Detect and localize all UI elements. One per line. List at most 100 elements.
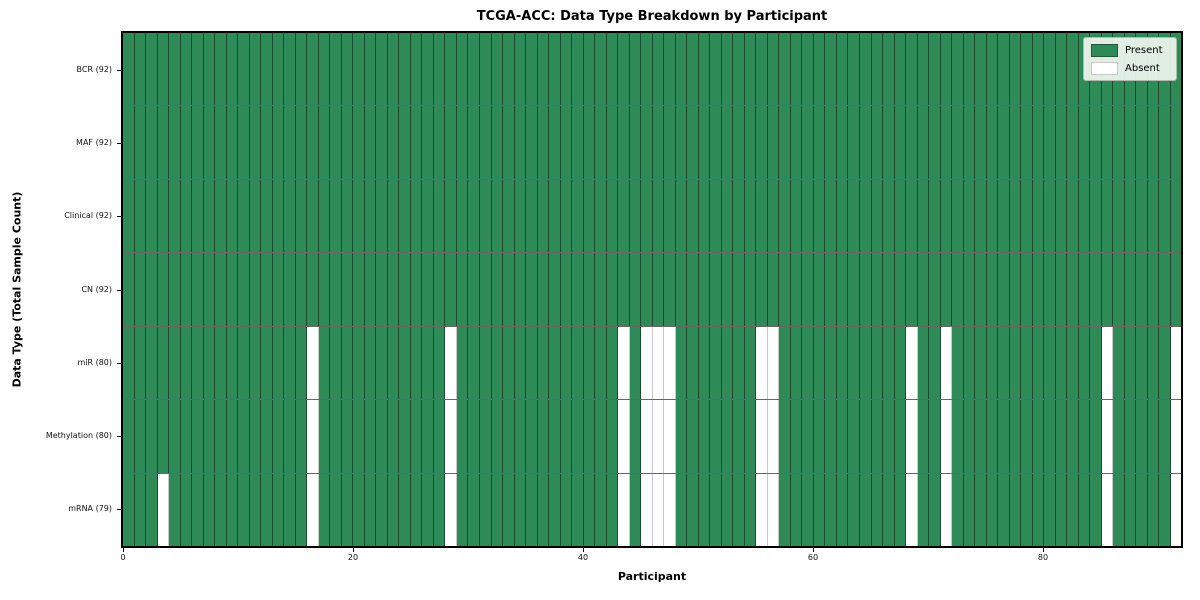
absent-cell	[1101, 326, 1114, 400]
present-cell	[595, 473, 607, 546]
present-cell	[238, 400, 250, 473]
present-cell	[399, 326, 411, 400]
present-cell	[675, 33, 688, 106]
present-cell	[503, 106, 515, 179]
present-cell	[353, 33, 365, 106]
present-cell	[503, 253, 515, 326]
present-cell	[123, 179, 135, 253]
x-tick-mark	[353, 548, 354, 552]
present-cell	[710, 33, 722, 106]
absent-cell	[652, 473, 665, 546]
present-cell	[848, 33, 860, 106]
present-cell	[307, 33, 319, 106]
present-cell	[606, 326, 619, 400]
present-cell	[134, 33, 147, 106]
present-cell	[549, 400, 561, 473]
absent-cell	[767, 473, 780, 546]
present-cell	[871, 33, 884, 106]
present-cell	[1044, 400, 1056, 473]
present-cell	[180, 473, 193, 546]
present-cell	[1067, 473, 1079, 546]
present-cell	[606, 106, 619, 179]
absent-cell	[652, 326, 665, 400]
present-cell	[364, 106, 377, 179]
present-cell	[986, 179, 999, 253]
present-cell	[157, 400, 170, 473]
present-cell	[295, 179, 308, 253]
present-cell	[929, 179, 941, 253]
present-cell	[618, 106, 630, 179]
absent-cell	[1170, 400, 1182, 473]
absent-cell	[445, 326, 457, 400]
present-cell	[675, 253, 688, 326]
present-cell	[203, 326, 216, 400]
present-cell	[779, 326, 791, 400]
present-cell	[618, 179, 630, 253]
present-cell	[318, 179, 331, 253]
y-tick-mark	[117, 362, 121, 364]
present-cell	[284, 33, 296, 106]
present-cell	[330, 400, 342, 473]
y-tick-label-cn: CN (92)	[81, 284, 112, 294]
present-cell	[952, 179, 964, 253]
present-cell	[169, 179, 181, 253]
present-cell	[399, 106, 411, 179]
present-cell	[629, 400, 642, 473]
present-cell	[940, 253, 953, 326]
present-cell	[226, 253, 239, 326]
present-cell	[572, 253, 584, 326]
absent-cell	[906, 473, 918, 546]
present-cell	[813, 33, 826, 106]
present-cell	[595, 106, 607, 179]
present-cell	[318, 33, 331, 106]
present-cell	[963, 400, 976, 473]
present-cell	[825, 253, 837, 326]
present-cell	[261, 106, 273, 179]
y-tick-mark	[117, 509, 121, 511]
present-cell	[399, 253, 411, 326]
present-cell	[295, 106, 308, 179]
present-cell	[940, 179, 953, 253]
absent-cell	[618, 326, 630, 400]
present-cell	[134, 106, 147, 179]
present-cell	[468, 179, 480, 253]
present-cell	[387, 179, 400, 253]
present-cell	[825, 179, 837, 253]
y-tick-label-maf: MAF (92)	[76, 137, 112, 147]
heatmap-row-bcr	[123, 33, 1182, 106]
present-cell	[514, 33, 527, 106]
present-cell	[1113, 106, 1125, 179]
present-cell	[537, 473, 550, 546]
present-cell	[1113, 179, 1125, 253]
present-cell	[123, 253, 135, 326]
present-cell	[456, 473, 469, 546]
present-cell	[399, 473, 411, 546]
absent-cell	[157, 473, 170, 546]
present-cell	[410, 33, 423, 106]
present-cell	[687, 106, 699, 179]
present-cell	[860, 33, 872, 106]
present-cell	[456, 400, 469, 473]
present-cell	[1055, 179, 1068, 253]
present-cell	[894, 33, 907, 106]
present-cell	[721, 400, 734, 473]
present-cell	[572, 33, 584, 106]
present-cell	[1067, 400, 1079, 473]
present-cell	[583, 179, 596, 253]
present-cell	[215, 33, 227, 106]
present-cell	[1032, 33, 1045, 106]
present-cell	[284, 253, 296, 326]
present-cell	[606, 473, 619, 546]
present-cell	[284, 106, 296, 179]
present-cell	[387, 326, 400, 400]
present-cell	[410, 253, 423, 326]
present-cell	[422, 473, 434, 546]
present-cell	[744, 253, 757, 326]
present-cell	[710, 106, 722, 179]
absent-swatch	[1091, 62, 1118, 75]
present-cell	[249, 253, 262, 326]
present-cell	[825, 326, 837, 400]
legend-label-absent: Absent	[1125, 63, 1160, 74]
present-cell	[998, 400, 1010, 473]
present-cell	[549, 326, 561, 400]
